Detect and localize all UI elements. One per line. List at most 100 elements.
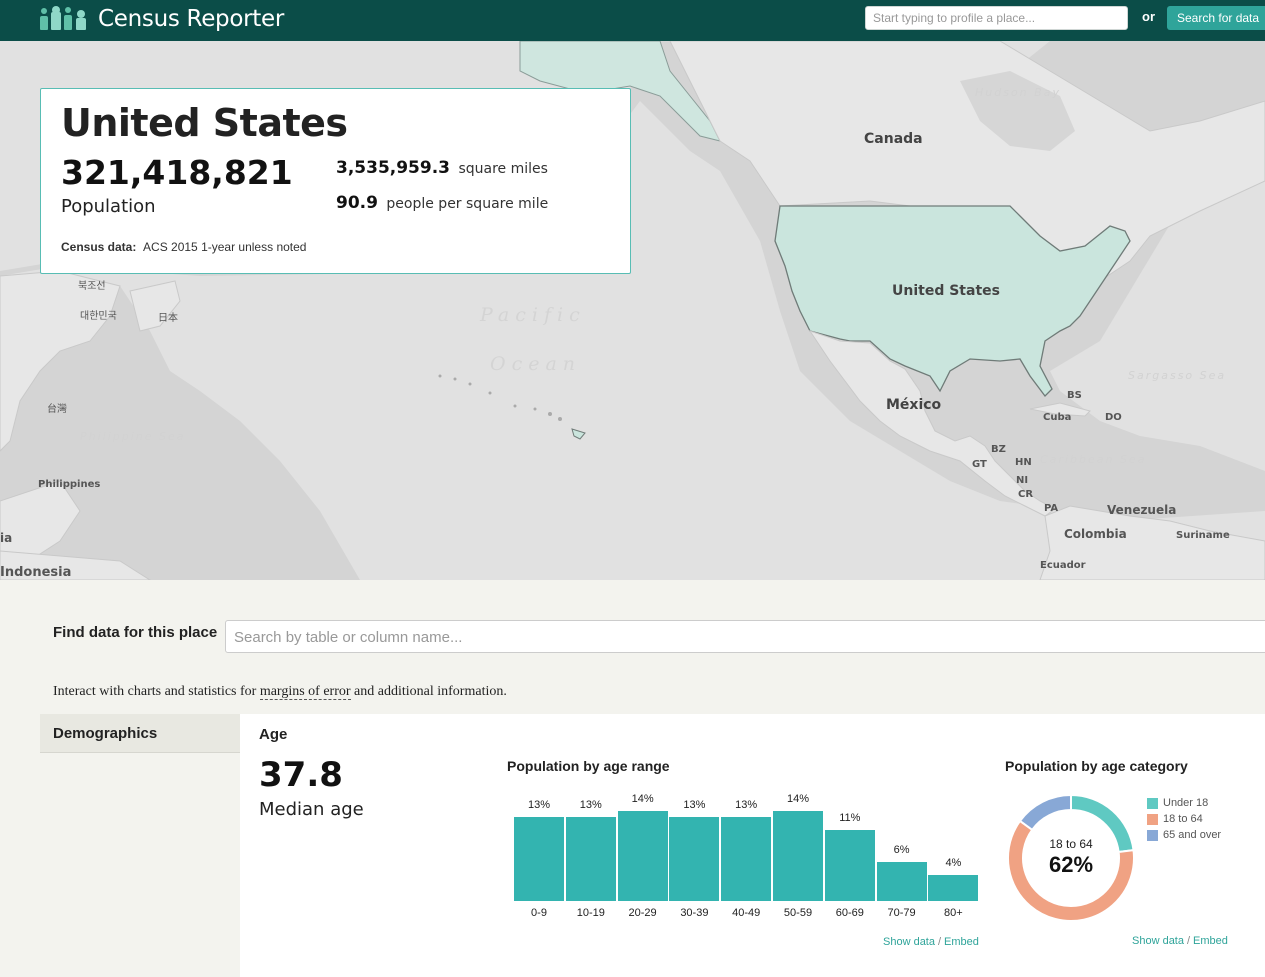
bar-category-label: 10-19 bbox=[576, 907, 605, 919]
population-value: 321,418,821 bbox=[61, 153, 293, 192]
link-separator: / bbox=[937, 936, 942, 948]
map[interactable]: Pacific Ocean Hudson Bay Philippine Sea … bbox=[0, 41, 1265, 580]
or-label: or bbox=[1142, 9, 1155, 24]
link-separator: / bbox=[1186, 935, 1191, 947]
map-label-hudson-bay: Hudson Bay bbox=[975, 86, 1061, 99]
bar-50-59[interactable] bbox=[773, 811, 823, 901]
top-nav-bar: Census Reporter Start typing to profile … bbox=[0, 0, 1265, 41]
bar-80+[interactable] bbox=[928, 875, 979, 901]
source-label: Census data: bbox=[61, 240, 137, 254]
bar-value-label: 14% bbox=[631, 793, 654, 805]
map-label-philippine-sea: Philippine Sea bbox=[80, 430, 186, 443]
sidebar-item-demographics[interactable]: Demographics bbox=[40, 714, 240, 753]
brand-name: Census Reporter bbox=[98, 6, 284, 32]
bar-value-label: 13% bbox=[527, 799, 551, 812]
median-age-value: 37.8 bbox=[259, 755, 343, 795]
map-label-sargasso-sea: Sargasso Sea bbox=[1128, 369, 1227, 382]
age-category-chart-links: Show data / Embed bbox=[1132, 935, 1228, 947]
data-source: Census data: ACS 2015 1-year unless note… bbox=[61, 240, 306, 254]
legend-item: Under 18 bbox=[1147, 795, 1221, 811]
age-range-chart-title: Population by age range bbox=[507, 758, 670, 774]
table-search-input[interactable]: Search by table or column name... bbox=[225, 620, 1265, 653]
margins-of-error-link[interactable]: margins of error bbox=[259, 684, 351, 700]
bar-70-79[interactable] bbox=[876, 862, 927, 901]
donut-center-label: 18 to 64 bbox=[1049, 837, 1093, 851]
age-range-bar-chart: 13% 0-9 13% 10-19 14% 20-29 13% 30-39 13% 40-49 14… bbox=[514, 790, 982, 925]
map-label-bs: BS bbox=[1067, 390, 1082, 401]
show-data-link[interactable]: Show data bbox=[883, 936, 935, 948]
map-label-cr: CR bbox=[1018, 489, 1034, 500]
map-label-suriname: Suriname bbox=[1176, 530, 1230, 541]
age-category-chart-title: Population by age category bbox=[1005, 758, 1188, 774]
donut-slice-65-and-over[interactable] bbox=[1018, 793, 1072, 832]
map-label-do: DO bbox=[1105, 412, 1122, 423]
donut-slice-18-to-64[interactable] bbox=[1007, 819, 1135, 922]
map-label-pacific: Pacific bbox=[480, 304, 586, 326]
map-label-bz: BZ bbox=[991, 444, 1006, 455]
brand-logo[interactable]: Census Reporter bbox=[40, 4, 284, 34]
bar-value-label: 4% bbox=[945, 857, 962, 870]
bar-30-39[interactable] bbox=[669, 817, 720, 901]
map-label-philippines: Philippines bbox=[38, 479, 101, 490]
population-label: Population bbox=[61, 196, 156, 217]
find-data-label: Find data for this place bbox=[53, 624, 218, 641]
map-label-caribbean-sea: Caribbean Sea bbox=[1040, 453, 1147, 466]
age-section-title: Age bbox=[259, 726, 288, 743]
age-category-legend: Under 18 18 to 64 65 and over bbox=[1147, 795, 1221, 843]
interact-suffix: and additional information. bbox=[350, 684, 507, 699]
map-label-ocean: Ocean bbox=[490, 353, 582, 375]
embed-link[interactable]: Embed bbox=[1193, 935, 1228, 947]
source-value: ACS 2015 1-year unless noted bbox=[143, 240, 307, 254]
bar-60-69[interactable] bbox=[824, 830, 875, 901]
map-label-indonesia: Indonesia bbox=[0, 565, 72, 580]
bar-10-19[interactable] bbox=[565, 817, 616, 901]
map-label-united-states: United States bbox=[892, 283, 1000, 299]
bar-category-label: 30-39 bbox=[680, 907, 709, 919]
map-label-japan: 日本 bbox=[158, 313, 178, 324]
bar-category-label: 50-59 bbox=[783, 907, 813, 919]
density-label: people per square mile bbox=[386, 196, 549, 212]
bar-category-label: 70-79 bbox=[887, 907, 916, 919]
bar-40-49[interactable] bbox=[721, 817, 772, 901]
map-label-cuba: Cuba bbox=[1043, 412, 1072, 423]
bar-value-label: 11% bbox=[839, 812, 861, 825]
bar-category-label: 0-9 bbox=[531, 907, 547, 919]
map-label-mexico: México bbox=[886, 397, 942, 413]
bar-category-label: 60-69 bbox=[835, 907, 864, 919]
map-label-ecuador: Ecuador bbox=[1040, 560, 1086, 571]
map-label-hn: HN bbox=[1015, 457, 1032, 468]
map-label-pa: PA bbox=[1044, 503, 1059, 514]
legend-swatch bbox=[1147, 829, 1158, 841]
show-data-link[interactable]: Show data bbox=[1132, 935, 1184, 947]
search-for-data-button[interactable]: Search for data bbox=[1167, 6, 1265, 30]
legend-swatch bbox=[1147, 813, 1158, 825]
bar-value-label: 13% bbox=[735, 799, 758, 812]
bar-value-label: 6% bbox=[893, 844, 910, 857]
bar-category-label: 40-49 bbox=[732, 907, 761, 919]
interact-note: Interact with charts and statistics for … bbox=[53, 684, 507, 700]
area-label: square miles bbox=[458, 161, 548, 177]
embed-link[interactable]: Embed bbox=[944, 936, 979, 948]
legend-swatch bbox=[1147, 797, 1158, 809]
legend-item: 18 to 64 bbox=[1147, 811, 1221, 827]
bar-category-label: 80+ bbox=[944, 907, 963, 919]
map-label-canada: Canada bbox=[864, 131, 923, 147]
place-search-input[interactable]: Start typing to profile a place... bbox=[865, 6, 1128, 30]
bar-20-29[interactable] bbox=[617, 811, 668, 901]
bar-value-label: 13% bbox=[579, 799, 602, 812]
area-value: 3,535,959.3 bbox=[336, 158, 451, 178]
people-icon bbox=[40, 6, 88, 30]
bar-value-label: 13% bbox=[683, 799, 706, 812]
legend-item: 65 and over bbox=[1147, 827, 1221, 843]
density-value: 90.9 bbox=[336, 193, 378, 213]
legend-label: Under 18 bbox=[1163, 797, 1209, 809]
profile-summary-card: United States 321,418,821 Population 3,5… bbox=[40, 88, 631, 274]
donut-center-value: 62% bbox=[1048, 852, 1094, 877]
area-stat: 3,535,959.3 square miles bbox=[336, 158, 548, 178]
bar-category-label: 20-29 bbox=[628, 907, 657, 919]
legend-label: 18 to 64 bbox=[1163, 813, 1203, 825]
age-category-donut-chart bbox=[1007, 793, 1135, 922]
bar-0-9[interactable] bbox=[514, 817, 564, 901]
interact-prefix: Interact with charts and statistics for bbox=[53, 684, 260, 699]
place-name: United States bbox=[61, 101, 348, 145]
